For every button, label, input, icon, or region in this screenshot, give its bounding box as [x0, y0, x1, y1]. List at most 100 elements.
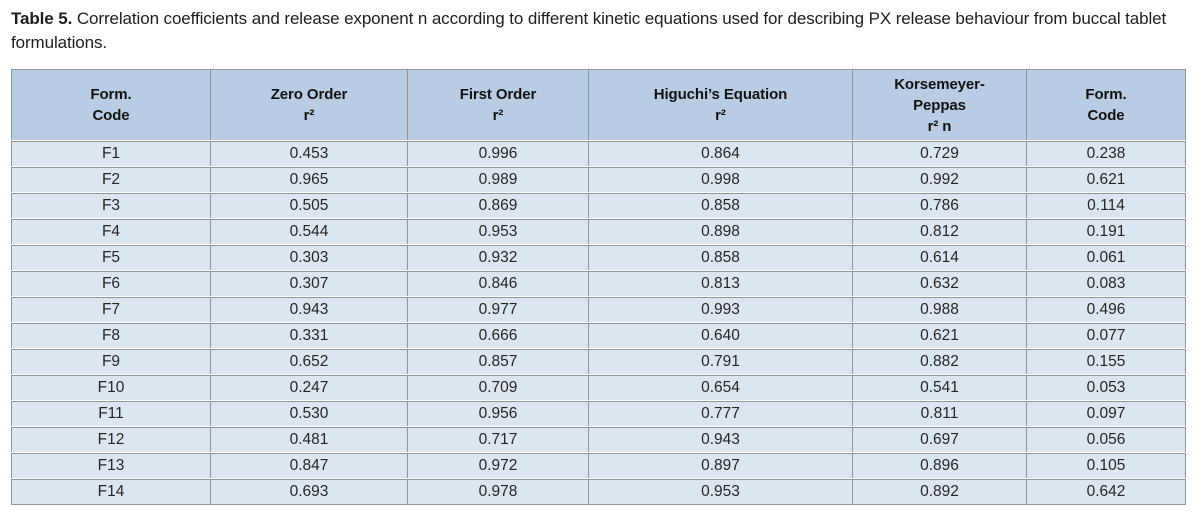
- table-row: F5 0.303 0.932 0.858 0.614 0.061: [11, 245, 1186, 270]
- cell-higuchi-equation: 0.943: [588, 427, 852, 452]
- table-row: F9 0.652 0.857 0.791 0.882 0.155: [11, 349, 1186, 374]
- cell-zero-order: 0.307: [210, 271, 407, 296]
- cell-zero-order: 0.943: [210, 297, 407, 322]
- cell-first-order: 0.996: [407, 141, 588, 166]
- header-korsemeyer-peppas: Korsemeyer- Peppas r² n: [852, 69, 1026, 140]
- cell-first-order: 0.989: [407, 167, 588, 192]
- cell-zero-order: 0.331: [210, 323, 407, 348]
- table-row: F10 0.247 0.709 0.654 0.541 0.053: [11, 375, 1186, 400]
- cell-form-code-right: 0.105: [1026, 453, 1186, 478]
- cell-form-code-left: F11: [11, 401, 210, 426]
- header-form-code-right: Form. Code: [1026, 69, 1186, 140]
- table-row: F1 0.453 0.996 0.864 0.729 0.238: [11, 141, 1186, 166]
- cell-korsemeyer-peppas: 0.786: [852, 193, 1026, 218]
- cell-first-order: 0.977: [407, 297, 588, 322]
- header-row: Form. Code Zero Order r² First Order r² Higuch…: [11, 69, 1186, 140]
- cell-form-code-left: F13: [11, 453, 210, 478]
- cell-first-order: 0.857: [407, 349, 588, 374]
- header-zero-order: Zero Order r²: [210, 69, 407, 140]
- cell-first-order: 0.717: [407, 427, 588, 452]
- caption-text: Correlation coefficients and release exp…: [11, 9, 1167, 52]
- cell-korsemeyer-peppas: 0.729: [852, 141, 1026, 166]
- cell-form-code-left: F7: [11, 297, 210, 322]
- cell-korsemeyer-peppas: 0.697: [852, 427, 1026, 452]
- table-row: F4 0.544 0.953 0.898 0.812 0.191: [11, 219, 1186, 244]
- cell-first-order: 0.846: [407, 271, 588, 296]
- cell-korsemeyer-peppas: 0.812: [852, 219, 1026, 244]
- table-row: F3 0.505 0.869 0.858 0.786 0.114: [11, 193, 1186, 218]
- cell-korsemeyer-peppas: 0.992: [852, 167, 1026, 192]
- caption-label: Table 5.: [11, 9, 73, 28]
- cell-zero-order: 0.505: [210, 193, 407, 218]
- header-higuchi-equation: Higuchi’s Equation r²: [588, 69, 852, 140]
- table-row: F11 0.530 0.956 0.777 0.811 0.097: [11, 401, 1186, 426]
- cell-zero-order: 0.303: [210, 245, 407, 270]
- cell-form-code-right: 0.061: [1026, 245, 1186, 270]
- cell-korsemeyer-peppas: 0.988: [852, 297, 1026, 322]
- cell-higuchi-equation: 0.953: [588, 479, 852, 505]
- cell-form-code-left: F6: [11, 271, 210, 296]
- cell-zero-order: 0.453: [210, 141, 407, 166]
- cell-higuchi-equation: 0.858: [588, 193, 852, 218]
- cell-form-code-left: F3: [11, 193, 210, 218]
- table-row: F8 0.331 0.666 0.640 0.621 0.077: [11, 323, 1186, 348]
- cell-form-code-right: 0.191: [1026, 219, 1186, 244]
- table-row: F14 0.693 0.978 0.953 0.892 0.642: [11, 479, 1186, 505]
- cell-first-order: 0.978: [407, 479, 588, 505]
- cell-higuchi-equation: 0.640: [588, 323, 852, 348]
- cell-first-order: 0.709: [407, 375, 588, 400]
- cell-form-code-left: F2: [11, 167, 210, 192]
- cell-higuchi-equation: 0.998: [588, 167, 852, 192]
- cell-higuchi-equation: 0.858: [588, 245, 852, 270]
- cell-form-code-right: 0.496: [1026, 297, 1186, 322]
- cell-zero-order: 0.847: [210, 453, 407, 478]
- cell-zero-order: 0.247: [210, 375, 407, 400]
- cell-higuchi-equation: 0.898: [588, 219, 852, 244]
- table-row: F12 0.481 0.717 0.943 0.697 0.056: [11, 427, 1186, 452]
- cell-korsemeyer-peppas: 0.614: [852, 245, 1026, 270]
- cell-first-order: 0.956: [407, 401, 588, 426]
- cell-form-code-right: 0.621: [1026, 167, 1186, 192]
- cell-form-code-left: F5: [11, 245, 210, 270]
- cell-form-code-right: 0.053: [1026, 375, 1186, 400]
- cell-form-code-left: F10: [11, 375, 210, 400]
- cell-form-code-right: 0.642: [1026, 479, 1186, 505]
- cell-form-code-left: F14: [11, 479, 210, 505]
- header-first-order: First Order r²: [407, 69, 588, 140]
- table-row: F13 0.847 0.972 0.897 0.896 0.105: [11, 453, 1186, 478]
- cell-first-order: 0.972: [407, 453, 588, 478]
- cell-higuchi-equation: 0.791: [588, 349, 852, 374]
- cell-form-code-left: F9: [11, 349, 210, 374]
- cell-zero-order: 0.965: [210, 167, 407, 192]
- cell-higuchi-equation: 0.864: [588, 141, 852, 166]
- cell-korsemeyer-peppas: 0.632: [852, 271, 1026, 296]
- table-row: F6 0.307 0.846 0.813 0.632 0.083: [11, 271, 1186, 296]
- cell-higuchi-equation: 0.813: [588, 271, 852, 296]
- cell-zero-order: 0.544: [210, 219, 407, 244]
- cell-form-code-right: 0.083: [1026, 271, 1186, 296]
- cell-first-order: 0.953: [407, 219, 588, 244]
- cell-korsemeyer-peppas: 0.811: [852, 401, 1026, 426]
- cell-higuchi-equation: 0.993: [588, 297, 852, 322]
- cell-zero-order: 0.481: [210, 427, 407, 452]
- cell-zero-order: 0.693: [210, 479, 407, 505]
- cell-form-code-right: 0.238: [1026, 141, 1186, 166]
- kinetics-table: Form. Code Zero Order r² First Order r² Higuch…: [11, 68, 1186, 506]
- cell-form-code-right: 0.077: [1026, 323, 1186, 348]
- cell-first-order: 0.932: [407, 245, 588, 270]
- cell-form-code-right: 0.114: [1026, 193, 1186, 218]
- cell-korsemeyer-peppas: 0.896: [852, 453, 1026, 478]
- cell-higuchi-equation: 0.777: [588, 401, 852, 426]
- cell-form-code-left: F1: [11, 141, 210, 166]
- table-row: F7 0.943 0.977 0.993 0.988 0.496: [11, 297, 1186, 322]
- cell-first-order: 0.869: [407, 193, 588, 218]
- cell-korsemeyer-peppas: 0.892: [852, 479, 1026, 505]
- cell-first-order: 0.666: [407, 323, 588, 348]
- cell-korsemeyer-peppas: 0.882: [852, 349, 1026, 374]
- cell-form-code-right: 0.097: [1026, 401, 1186, 426]
- table-caption: Table 5. Correlation coefficients and re…: [0, 0, 1194, 55]
- table-row: F2 0.965 0.989 0.998 0.992 0.621: [11, 167, 1186, 192]
- cell-zero-order: 0.652: [210, 349, 407, 374]
- cell-korsemeyer-peppas: 0.541: [852, 375, 1026, 400]
